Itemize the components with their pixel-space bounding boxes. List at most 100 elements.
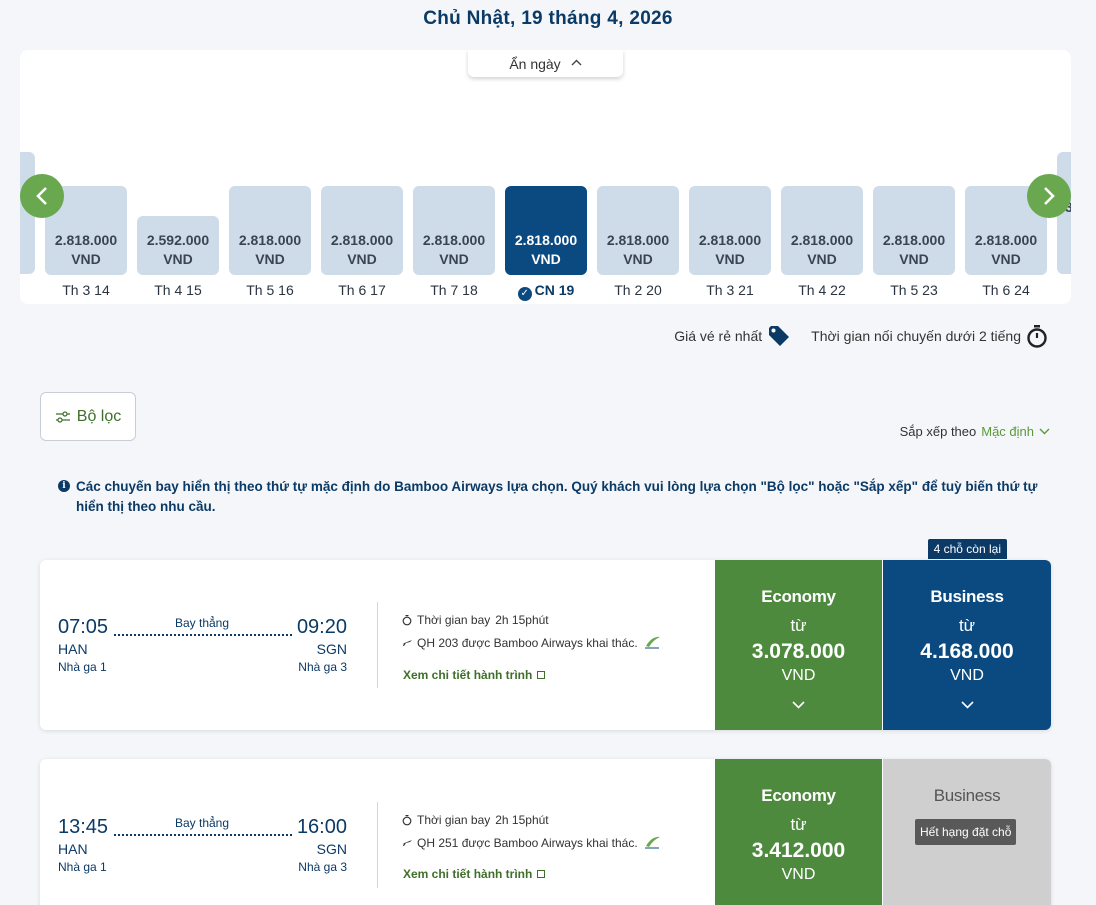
view-itinerary-label: Xem chi tiết hành trình [403, 668, 533, 682]
calendar-day-label: Th 7 18 [413, 282, 495, 298]
stopwatch-icon [1027, 325, 1047, 348]
calendar-day-amount: 2.818.000 [514, 232, 578, 248]
plane-icon [402, 840, 412, 846]
sort-value: Mặc định [981, 424, 1034, 439]
route-line [114, 634, 292, 636]
business-fare-button[interactable]: Business từ 4.168.000 VND [883, 560, 1051, 730]
filter-button[interactable]: Bộ lọc [40, 392, 136, 441]
calendar-day-price-bar: 2.818.000 VND [689, 186, 771, 275]
calendar-day-currency: VND [71, 251, 101, 267]
operated-by: QH 203 được Bamboo Airways khai thác. [402, 636, 661, 650]
view-itinerary-link[interactable]: Xem chi tiết hành trình [403, 668, 546, 682]
calendar-day-label: Th 5 23 [873, 282, 955, 298]
calendar-day[interactable]: 2.818.000 VND Th 6 17 [321, 186, 403, 298]
calendar-day[interactable]: 2.818.000 VND ✓ CN 19 [505, 186, 587, 301]
next-dates-button[interactable] [1027, 174, 1071, 218]
calendar-day-price-bar: 2.818.000 VND [321, 186, 403, 275]
calendar-day-price-bar: 2.818.000 VND [229, 186, 311, 275]
calendar-day-currency: VND [163, 251, 193, 267]
calendar-day-label-text: Th 4 15 [154, 282, 202, 298]
chevron-down-icon [715, 698, 882, 712]
view-itinerary-link[interactable]: Xem chi tiết hành trình [403, 867, 546, 881]
calendar-day[interactable]: 2.818.000 VND Th 3 21 [689, 186, 771, 298]
departure-time: 13:45 [58, 816, 109, 838]
calendar-day-label: Th 5 16 [229, 282, 311, 298]
calendar-day-amount: 2.818.000 [882, 232, 946, 248]
economy-fare-button[interactable]: Economy từ 3.412.000 VND [715, 759, 882, 905]
operated-text: QH 251 được Bamboo Airways khai thác. [417, 836, 638, 850]
calendar-day-price-bar: 2.818.000 VND [781, 186, 863, 275]
departure-terminal: Nhà ga 1 [58, 660, 107, 674]
divider [377, 802, 378, 888]
fare-from: từ [790, 815, 807, 834]
calendar-day[interactable]: 2.818.000 VND Th 5 23 [873, 186, 955, 298]
calendar-day[interactable]: 2.818.000 VND Th 6 24 [965, 186, 1047, 298]
arrival-time: 16:00 [296, 816, 347, 838]
calendar-day-label-text: Th 6 17 [338, 282, 386, 298]
operated-text: QH 203 được Bamboo Airways khai thác. [417, 636, 638, 650]
operated-by: QH 251 được Bamboo Airways khai thác. [402, 836, 661, 850]
legend-cheapest-label: Giá vé rẻ nhất [674, 328, 763, 344]
flight-duration: Thời gian bay 2h 15phút [402, 813, 549, 827]
calendar-day-label: ✓ CN 19 [505, 282, 587, 301]
legend-short-connection: Thời gian nối chuyến dưới 2 tiếng [811, 324, 1048, 348]
calendar-day-amount: 2.818.000 [422, 232, 486, 248]
fare-price: 3.412.000 [751, 839, 846, 862]
calendar-day-currency: VND [715, 251, 745, 267]
filter-sliders-icon [55, 410, 70, 423]
calendar-day-label-text: Th 5 16 [246, 282, 294, 298]
sort-dropdown[interactable]: Sắp xếp theo Mặc định [900, 424, 1050, 439]
calendar-day-label-text: Th 2 20 [614, 282, 662, 298]
stop-type: Bay thẳng [174, 816, 230, 830]
prev-dates-button[interactable] [20, 174, 64, 218]
economy-fare-button[interactable]: Economy từ 3.078.000 VND [715, 560, 882, 730]
flight-card: 13:45 HAN Nhà ga 1 Bay thẳng 16:00 SGN N… [40, 759, 1051, 905]
fare-class: Business [930, 587, 1004, 606]
info-notice: i Các chuyến bay hiển thị theo thứ tự mặ… [58, 477, 1038, 517]
calendar-day-label: Th 2 20 [597, 282, 679, 298]
calendar-day-amount: 2.818.000 [238, 232, 302, 248]
clock-icon [402, 614, 412, 625]
calendar-day[interactable]: 2.818.000 VND Th 5 16 [229, 186, 311, 298]
fare-currency: VND [950, 667, 984, 684]
fare-from: từ [958, 616, 976, 635]
fare-price: 4.168.000 [920, 640, 1014, 663]
calendar-day[interactable]: 2.818.000 VND Th 2 20 [597, 186, 679, 298]
flight-duration: Thời gian bay 2h 15phút [402, 613, 549, 627]
bamboo-airways-logo-icon [644, 636, 660, 649]
calendar-day[interactable]: 2.818.000 VND Th 7 18 [413, 186, 495, 298]
calendar-day-amount: 2.818.000 [606, 232, 670, 248]
chevron-right-icon [1044, 187, 1055, 205]
legend-cheapest: Giá vé rẻ nhất [674, 324, 791, 348]
hide-dates-label: Ẩn ngày [509, 55, 561, 72]
calendar-day-amount: 2.818.000 [790, 232, 854, 248]
fare-class: Business [933, 786, 1001, 805]
calendar-day-label: Th 4 15 [137, 282, 219, 298]
calendar-day-price-bar: 2.818.000 VND [413, 186, 495, 275]
fare-price: 3.078.000 [751, 640, 846, 663]
calendar-day-amount: 2.818.000 [54, 232, 118, 248]
external-link-icon [537, 671, 546, 679]
chevron-left-icon [36, 187, 47, 205]
arrival-airport: SGN [316, 841, 347, 857]
calendar-day-label-text: Th 6 24 [982, 282, 1030, 298]
calendar-day[interactable]: 2.818.000 VND Th 4 22 [781, 186, 863, 298]
bamboo-airways-logo-icon [644, 836, 660, 849]
calendar-day-price-bar: 2.818.000 VND [965, 186, 1047, 275]
clock-icon [402, 814, 412, 825]
hide-dates-button[interactable]: Ẩn ngày [468, 50, 623, 77]
price-tag-icon [769, 326, 790, 346]
departure-airport: HAN [58, 841, 88, 857]
calendar-day-currency: VND [623, 251, 653, 267]
duration-label: Thời gian bay [417, 813, 491, 827]
flight-card: 07:05 HAN Nhà ga 1 Bay thẳng 09:20 SGN N… [40, 539, 1051, 730]
calendar-day-amount: 2.818.000 [698, 232, 762, 248]
stop-type: Bay thẳng [174, 616, 230, 630]
calendar-day[interactable]: 2.592.000 VND Th 4 15 [137, 216, 219, 298]
chevron-down-icon [1039, 428, 1050, 435]
duration-label: Thời gian bay [417, 613, 491, 627]
calendar-day-price-bar: 2.818.000 VND [873, 186, 955, 275]
sort-label: Sắp xếp theo [899, 424, 977, 439]
page-title: Chủ Nhật, 19 tháng 4, 2026 [423, 8, 673, 29]
